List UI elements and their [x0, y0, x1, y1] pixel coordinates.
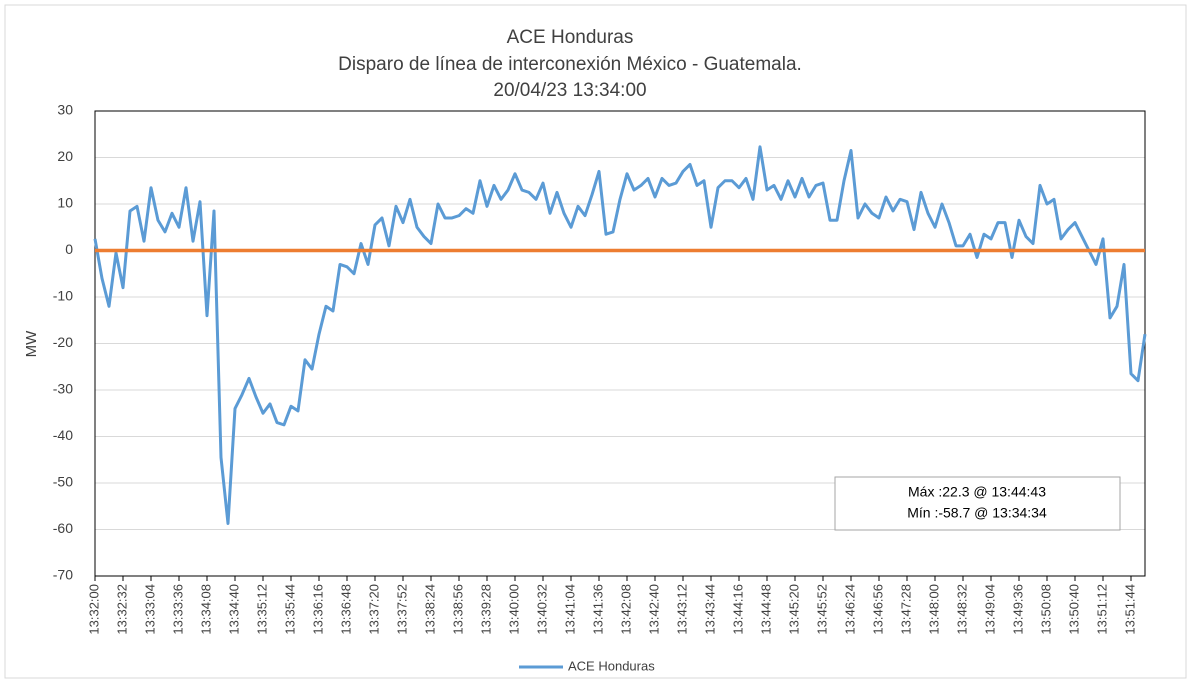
x-tick-label: 13:37:52 [394, 584, 409, 635]
annotation-text: Máx :22.3 @ 13:44:43 [908, 484, 1046, 500]
x-tick-label: 13:49:04 [982, 584, 997, 635]
x-tick-label: 13:32:00 [86, 584, 101, 635]
x-tick-label: 13:33:36 [170, 584, 185, 635]
chart-subtitle: Disparo de línea de interconexión México… [338, 54, 802, 75]
y-tick-label: 10 [57, 195, 73, 211]
x-tick-label: 13:34:08 [198, 584, 213, 635]
y-tick-label: -40 [53, 427, 73, 443]
x-tick-label: 13:49:36 [1010, 584, 1025, 635]
y-tick-label: 30 [57, 102, 73, 118]
x-tick-label: 13:37:20 [366, 584, 381, 635]
x-tick-label: 13:33:04 [142, 584, 157, 635]
x-tick-label: 13:41:36 [590, 584, 605, 635]
x-tick-label: 13:44:48 [758, 584, 773, 635]
y-tick-label: 0 [65, 241, 73, 257]
chart-title: ACE Honduras [507, 27, 634, 48]
x-tick-label: 13:48:32 [954, 584, 969, 635]
x-tick-label: 13:45:52 [814, 584, 829, 635]
x-tick-label: 13:39:28 [478, 584, 493, 635]
x-tick-label: 13:48:00 [926, 584, 941, 635]
x-tick-label: 13:40:32 [534, 584, 549, 635]
y-tick-label: 20 [57, 148, 73, 164]
y-tick-label: -30 [53, 381, 73, 397]
x-tick-label: 13:36:16 [310, 584, 325, 635]
data-line [93, 145, 1147, 525]
x-tick-label: 13:44:16 [730, 584, 745, 635]
y-axis-label: MW [23, 330, 40, 357]
annotation-box [834, 476, 1121, 531]
y-tick-label: -50 [53, 474, 73, 490]
x-tick-label: 13:51:44 [1122, 584, 1137, 635]
x-tick-label: 13:47:28 [898, 584, 913, 635]
x-tick-label: 13:34:40 [226, 584, 241, 635]
x-tick-label: 13:40:00 [506, 584, 521, 635]
x-tick-label: 13:51:12 [1094, 584, 1109, 635]
x-tick-label: 13:50:08 [1038, 584, 1053, 635]
y-tick-label: -70 [53, 567, 73, 583]
x-tick-label: 13:41:04 [562, 584, 577, 635]
x-tick-label: 13:38:24 [422, 584, 437, 635]
annotation-text: Mín :-58.7 @ 13:34:34 [907, 505, 1047, 521]
chart-subtitle: 20/04/23 13:34:00 [493, 80, 646, 101]
chart-frame [4, 4, 1187, 679]
x-tick-label: 13:45:20 [786, 584, 801, 635]
x-tick-label: 13:36:48 [338, 584, 353, 635]
x-tick-label: 13:35:44 [282, 584, 297, 635]
y-tick-label: -60 [53, 520, 73, 536]
x-tick-label: 13:46:24 [842, 584, 857, 635]
x-tick-label: 13:42:40 [646, 584, 661, 635]
legend-label: ACE Honduras [568, 658, 655, 673]
x-tick-label: 13:32:32 [114, 584, 129, 635]
x-tick-label: 13:35:12 [254, 584, 269, 635]
y-tick-label: -10 [53, 288, 73, 304]
y-tick-label: -20 [53, 334, 73, 350]
x-tick-label: 13:43:44 [702, 584, 717, 635]
x-tick-label: 13:46:56 [870, 584, 885, 635]
x-tick-label: 13:42:08 [618, 584, 633, 635]
x-tick-label: 13:50:40 [1066, 584, 1081, 635]
x-tick-label: 13:43:12 [674, 584, 689, 635]
x-tick-label: 13:38:56 [450, 584, 465, 635]
